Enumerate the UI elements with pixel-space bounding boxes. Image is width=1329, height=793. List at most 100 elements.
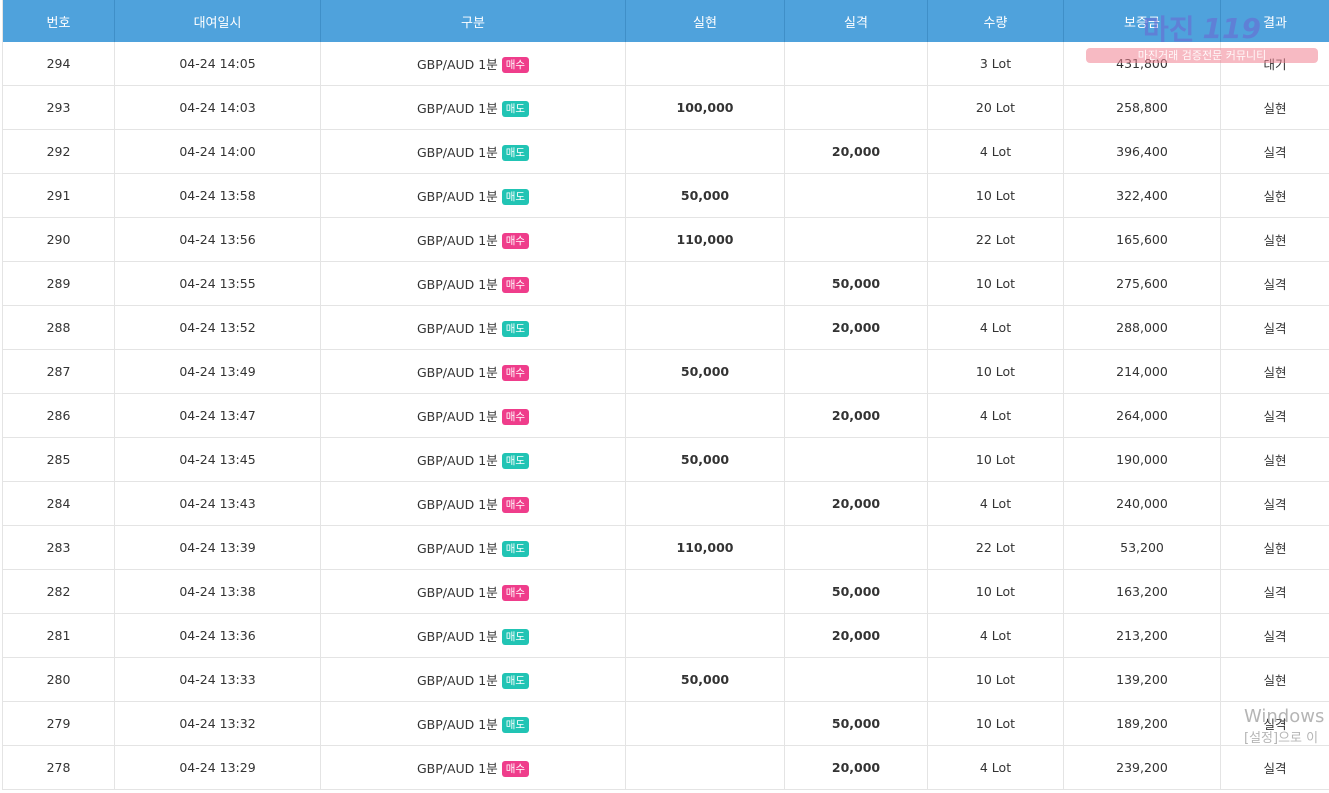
symbol-label: GBP/AUD 1분: [416, 321, 498, 336]
cell-profit: 50,000: [625, 437, 785, 482]
cell-loss: 20,000: [784, 613, 928, 658]
side-badge: 매도: [501, 453, 530, 469]
cell-type: GBP/AUD 1분 매수: [320, 481, 626, 526]
cell-result: 실격: [1220, 569, 1329, 614]
cell-deposit: 275,600: [1063, 261, 1221, 306]
cell-quantity: 20 Lot: [927, 85, 1064, 130]
cell-date: 04-24 13:33: [114, 657, 321, 702]
cell-result: 실격: [1220, 481, 1329, 526]
header-quantity[interactable]: 수량: [927, 0, 1064, 42]
table-row[interactable]: 291 04-24 13:58 GBP/AUD 1분 매도 50,000 10 Lot 32…: [2, 173, 1329, 218]
header-profit[interactable]: 실현: [625, 0, 785, 42]
table-row[interactable]: 279 04-24 13:32 GBP/AUD 1분 매도 50,000 10 Lot 18…: [2, 701, 1329, 746]
table-row[interactable]: 289 04-24 13:55 GBP/AUD 1분 매수 50,000 10 Lot 27…: [2, 261, 1329, 306]
side-badge: 매도: [501, 717, 530, 733]
cell-result: 실격: [1220, 129, 1329, 174]
header-date[interactable]: 대여일시: [114, 0, 321, 42]
cell-result: 실현: [1220, 657, 1329, 702]
table-row[interactable]: 278 04-24 13:29 GBP/AUD 1분 매수 20,000 4 Lot 239…: [2, 745, 1329, 790]
side-badge: 매수: [501, 761, 530, 777]
symbol-label: GBP/AUD 1분: [416, 101, 498, 116]
symbol-label: GBP/AUD 1분: [416, 57, 498, 72]
side-badge: 매도: [501, 541, 530, 557]
cell-type: GBP/AUD 1분 매수: [320, 261, 626, 306]
cell-result: 실현: [1220, 525, 1329, 570]
cell-profit: 110,000: [625, 217, 785, 262]
cell-type: GBP/AUD 1분 매수: [320, 393, 626, 438]
cell-loss: 20,000: [784, 481, 928, 526]
cell-no: 287: [2, 349, 115, 394]
side-badge: 매도: [501, 629, 530, 645]
cell-result: 실현: [1220, 437, 1329, 482]
side-badge: 매수: [501, 365, 530, 381]
table-row[interactable]: 292 04-24 14:00 GBP/AUD 1분 매도 20,000 4 Lot 396…: [2, 129, 1329, 174]
cell-deposit: 190,000: [1063, 437, 1221, 482]
cell-deposit: 264,000: [1063, 393, 1221, 438]
header-loss[interactable]: 실격: [784, 0, 928, 42]
side-badge: 매수: [501, 585, 530, 601]
cell-quantity: 4 Lot: [927, 745, 1064, 790]
cell-result: 실현: [1220, 349, 1329, 394]
cell-result: 실격: [1220, 261, 1329, 306]
header-type[interactable]: 구분: [320, 0, 626, 42]
cell-no: 283: [2, 525, 115, 570]
table-row[interactable]: 283 04-24 13:39 GBP/AUD 1분 매도 110,000 22 Lot 5…: [2, 525, 1329, 570]
header-no[interactable]: 번호: [2, 0, 115, 42]
cell-loss: [784, 657, 928, 702]
cell-result: 실격: [1220, 393, 1329, 438]
cell-date: 04-24 13:38: [114, 569, 321, 614]
cell-type: GBP/AUD 1분 매수: [320, 217, 626, 262]
cell-no: 291: [2, 173, 115, 218]
symbol-label: GBP/AUD 1분: [416, 717, 498, 732]
cell-result: 실격: [1220, 745, 1329, 790]
cell-quantity: 4 Lot: [927, 613, 1064, 658]
symbol-label: GBP/AUD 1분: [416, 629, 498, 644]
cell-date: 04-24 14:05: [114, 42, 321, 86]
table-row[interactable]: 288 04-24 13:52 GBP/AUD 1분 매도 20,000 4 Lot 288…: [2, 305, 1329, 350]
table-row[interactable]: 287 04-24 13:49 GBP/AUD 1분 매수 50,000 10 Lot 21…: [2, 349, 1329, 394]
cell-date: 04-24 14:03: [114, 85, 321, 130]
table-row[interactable]: 286 04-24 13:47 GBP/AUD 1분 매수 20,000 4 Lot 264…: [2, 393, 1329, 438]
cell-deposit: 165,600: [1063, 217, 1221, 262]
cell-loss: [784, 349, 928, 394]
table-row[interactable]: 280 04-24 13:33 GBP/AUD 1분 매도 50,000 10 Lot 13…: [2, 657, 1329, 702]
cell-deposit: 213,200: [1063, 613, 1221, 658]
cell-profit: 50,000: [625, 349, 785, 394]
table-row[interactable]: 293 04-24 14:03 GBP/AUD 1분 매도 100,000 20 Lot 2…: [2, 85, 1329, 130]
cell-type: GBP/AUD 1분 매수: [320, 745, 626, 790]
cell-no: 281: [2, 613, 115, 658]
cell-profit: [625, 745, 785, 790]
cell-profit: [625, 42, 785, 86]
cell-quantity: 4 Lot: [927, 393, 1064, 438]
cell-date: 04-24 13:52: [114, 305, 321, 350]
table-row[interactable]: 290 04-24 13:56 GBP/AUD 1분 매수 110,000 22 Lot 1…: [2, 217, 1329, 262]
table-row[interactable]: 282 04-24 13:38 GBP/AUD 1분 매수 50,000 10 Lot 16…: [2, 569, 1329, 614]
cell-loss: [784, 217, 928, 262]
cell-quantity: 4 Lot: [927, 305, 1064, 350]
cell-quantity: 10 Lot: [927, 701, 1064, 746]
cell-no: 278: [2, 745, 115, 790]
cell-profit: [625, 481, 785, 526]
cell-no: 293: [2, 85, 115, 130]
table-row[interactable]: 281 04-24 13:36 GBP/AUD 1분 매도 20,000 4 Lot 213…: [2, 613, 1329, 658]
cell-profit: 110,000: [625, 525, 785, 570]
cell-quantity: 10 Lot: [927, 657, 1064, 702]
table-row[interactable]: 294 04-24 14:05 GBP/AUD 1분 매수 3 Lot 431,800 대기: [2, 42, 1329, 86]
table-row[interactable]: 284 04-24 13:43 GBP/AUD 1분 매수 20,000 4 Lot 240…: [2, 481, 1329, 526]
table-row[interactable]: 285 04-24 13:45 GBP/AUD 1분 매도 50,000 10 Lot 19…: [2, 437, 1329, 482]
cell-profit: 50,000: [625, 173, 785, 218]
cell-result: 실격: [1220, 613, 1329, 658]
cell-deposit: 139,200: [1063, 657, 1221, 702]
cell-no: 290: [2, 217, 115, 262]
header-result[interactable]: 결과: [1220, 0, 1329, 42]
cell-deposit: 163,200: [1063, 569, 1221, 614]
windows-activation-subtitle: [설정]으로 이: [1244, 731, 1319, 746]
cell-date: 04-24 14:00: [114, 129, 321, 174]
cell-deposit: 322,400: [1063, 173, 1221, 218]
cell-deposit: 53,200: [1063, 525, 1221, 570]
header-deposit[interactable]: 보증금: [1063, 0, 1221, 42]
windows-activation-title: Windows: [1244, 706, 1325, 727]
cell-result: 실현: [1220, 85, 1329, 130]
cell-loss: [784, 173, 928, 218]
